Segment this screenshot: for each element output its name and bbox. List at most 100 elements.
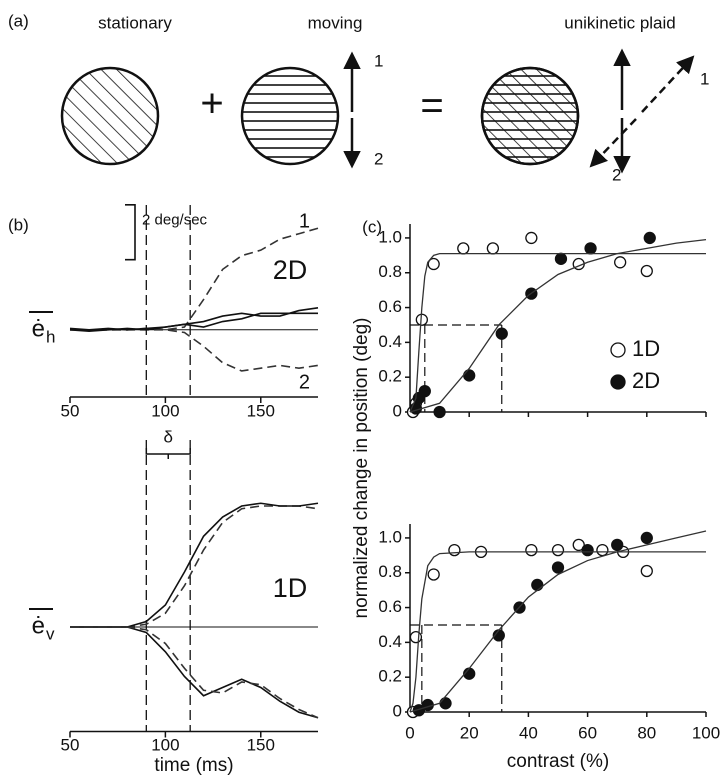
data-point: [448, 543, 461, 557]
arrow-label: 2: [374, 149, 383, 168]
trace: [70, 227, 319, 331]
moving-grating: [240, 66, 340, 166]
data-point: [412, 704, 426, 717]
data-point: [640, 264, 653, 278]
fit-curve: [409, 239, 707, 413]
chart-title: 1D: [273, 573, 308, 603]
panel-label: (c): [362, 217, 382, 236]
trace: [70, 505, 319, 628]
operator: +: [200, 82, 223, 126]
x-tick-label: 50: [61, 401, 80, 420]
chart-title: 2D: [273, 255, 308, 285]
trace: [69, 312, 318, 331]
trace-label: 1: [299, 211, 310, 233]
operator: =: [420, 84, 443, 128]
data-point: [551, 543, 565, 557]
data-point: [457, 242, 470, 255]
data-point: [418, 384, 431, 398]
data-point: [531, 578, 544, 592]
trace: [69, 307, 319, 332]
arrow-label: 1: [374, 51, 383, 70]
x-axis-label: contrast (%): [507, 751, 609, 772]
data-point: [640, 531, 653, 545]
data-point: [614, 256, 627, 269]
arrow-label: 1: [700, 69, 709, 88]
x-tick-label: 150: [247, 735, 275, 754]
x-tick-label: 100: [151, 401, 179, 420]
x-tick-label: 100: [151, 735, 179, 754]
data-point: [525, 231, 538, 245]
panel-label: (a): [8, 11, 29, 30]
legend-marker: [610, 342, 626, 358]
x-tick-label: 0: [405, 723, 414, 742]
data-point: [572, 538, 585, 552]
data-point: [427, 568, 440, 581]
data-point: [554, 252, 568, 265]
data-point: [486, 242, 500, 255]
data-point: [495, 327, 508, 340]
y-tick-label: 0.6: [378, 597, 402, 616]
trace-label: 2: [299, 372, 310, 394]
item-label: unikinetic plaid: [564, 13, 676, 32]
data-point: [551, 561, 565, 574]
y-label: ė: [32, 315, 45, 342]
delta-label: δ: [164, 427, 173, 446]
y-tick-label: 0.4: [378, 632, 402, 651]
item-label: moving: [308, 13, 363, 32]
scale-bar: [125, 203, 136, 261]
trace: [70, 328, 319, 372]
y-label-sub: h: [46, 327, 55, 346]
fit-curve: [409, 252, 706, 413]
stationary-grating: [60, 66, 160, 166]
x-tick-label: 50: [61, 735, 80, 754]
legend-label: 2D: [632, 368, 660, 393]
x-tick-label: 20: [460, 723, 479, 742]
y-tick-label: 0.8: [378, 262, 402, 281]
x-tick-label: 80: [637, 723, 656, 742]
data-point: [611, 538, 624, 552]
legend-marker: [610, 374, 626, 390]
arrow-label: 2: [612, 165, 621, 184]
data-point: [433, 405, 446, 419]
data-point: [584, 242, 597, 255]
legend-label: 1D: [632, 336, 660, 361]
plaid: [480, 66, 580, 166]
trace: [70, 502, 319, 628]
x-tick-label: 100: [692, 723, 720, 742]
x-tick-label: 150: [247, 401, 275, 420]
data-point: [640, 564, 653, 578]
fit-curve: [409, 551, 706, 713]
y-tick-label: 1.0: [378, 527, 402, 546]
y-label-sub: v: [46, 624, 55, 643]
y-label: ė: [32, 612, 45, 639]
arrow: [589, 118, 637, 168]
y-tick-label: 0: [393, 701, 402, 720]
delta-bracket: [145, 448, 191, 459]
data-point: [596, 543, 609, 557]
x-tick-label: 40: [519, 723, 538, 742]
data-point: [439, 697, 452, 710]
arrow: [641, 55, 695, 113]
data-point: [643, 231, 656, 245]
data-point: [463, 369, 476, 382]
x-tick-label: 60: [578, 723, 597, 742]
panel-label: (b): [8, 215, 29, 234]
y-tick-label: 0.4: [378, 332, 402, 351]
x-axis-label: time (ms): [154, 755, 233, 776]
y-tick-label: 0.6: [378, 297, 402, 316]
item-label: stationary: [98, 13, 172, 32]
data-point: [409, 630, 423, 644]
trace: [70, 626, 319, 719]
panel-a: (a) stationary moving unikinetic plaid +…: [8, 11, 709, 184]
data-point: [427, 257, 440, 271]
y-tick-label: 0: [393, 401, 402, 420]
data-point: [581, 543, 594, 557]
scale-bar-label: 2 deg/sec: [142, 212, 208, 229]
data-point: [525, 543, 538, 557]
y-tick-label: 1.0: [378, 227, 402, 246]
y-tick-label: 0.8: [378, 562, 402, 581]
y-axis-label: normalized change in position (deg): [351, 317, 372, 618]
y-tick-label: 0.2: [378, 367, 402, 386]
fit-curve: [409, 530, 707, 713]
